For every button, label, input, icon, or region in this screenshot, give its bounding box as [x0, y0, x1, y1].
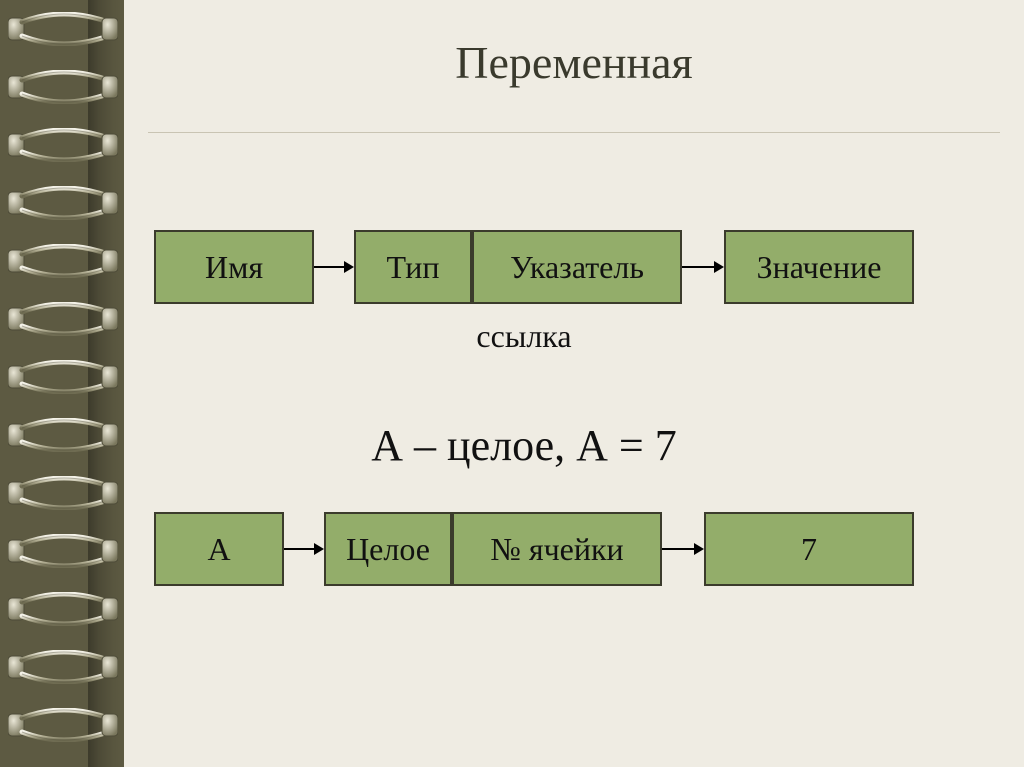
- box-integer: Целое: [324, 512, 452, 586]
- binding-strip: [0, 0, 124, 767]
- spiral-ring-icon: [8, 534, 118, 568]
- arrow-icon: [662, 539, 704, 559]
- box-pointer: Указатель: [472, 230, 682, 304]
- spiral-ring-icon: [8, 592, 118, 626]
- spiral-ring-icon: [8, 476, 118, 510]
- box-seven: 7: [704, 512, 914, 586]
- slide-content: Переменная Имя Тип Указатель Значение сс…: [124, 0, 1024, 767]
- spiral-ring-icon: [8, 418, 118, 452]
- box-value: Значение: [724, 230, 914, 304]
- sub-label-link: ссылка: [424, 318, 624, 355]
- spiral-ring-icon: [8, 360, 118, 394]
- spiral-ring-icon: [8, 708, 118, 742]
- arrow-icon: [682, 257, 724, 277]
- spiral-ring-icon: [8, 12, 118, 46]
- declaration-text: А – целое, А = 7: [244, 420, 804, 471]
- slide: Переменная Имя Тип Указатель Значение сс…: [0, 0, 1024, 767]
- slide-title: Переменная: [124, 36, 1024, 89]
- spiral-ring-icon: [8, 70, 118, 104]
- box-a: А: [154, 512, 284, 586]
- arrow-icon: [284, 539, 324, 559]
- arrow-icon: [314, 257, 354, 277]
- spiral-ring-icon: [8, 302, 118, 336]
- spiral-ring-icon: [8, 186, 118, 220]
- spiral-ring-icon: [8, 244, 118, 278]
- spiral-ring-icon: [8, 650, 118, 684]
- box-cell-no: № ячейки: [452, 512, 662, 586]
- box-name: Имя: [154, 230, 314, 304]
- title-rule: [148, 132, 1000, 133]
- spiral-ring-icon: [8, 128, 118, 162]
- box-type: Тип: [354, 230, 472, 304]
